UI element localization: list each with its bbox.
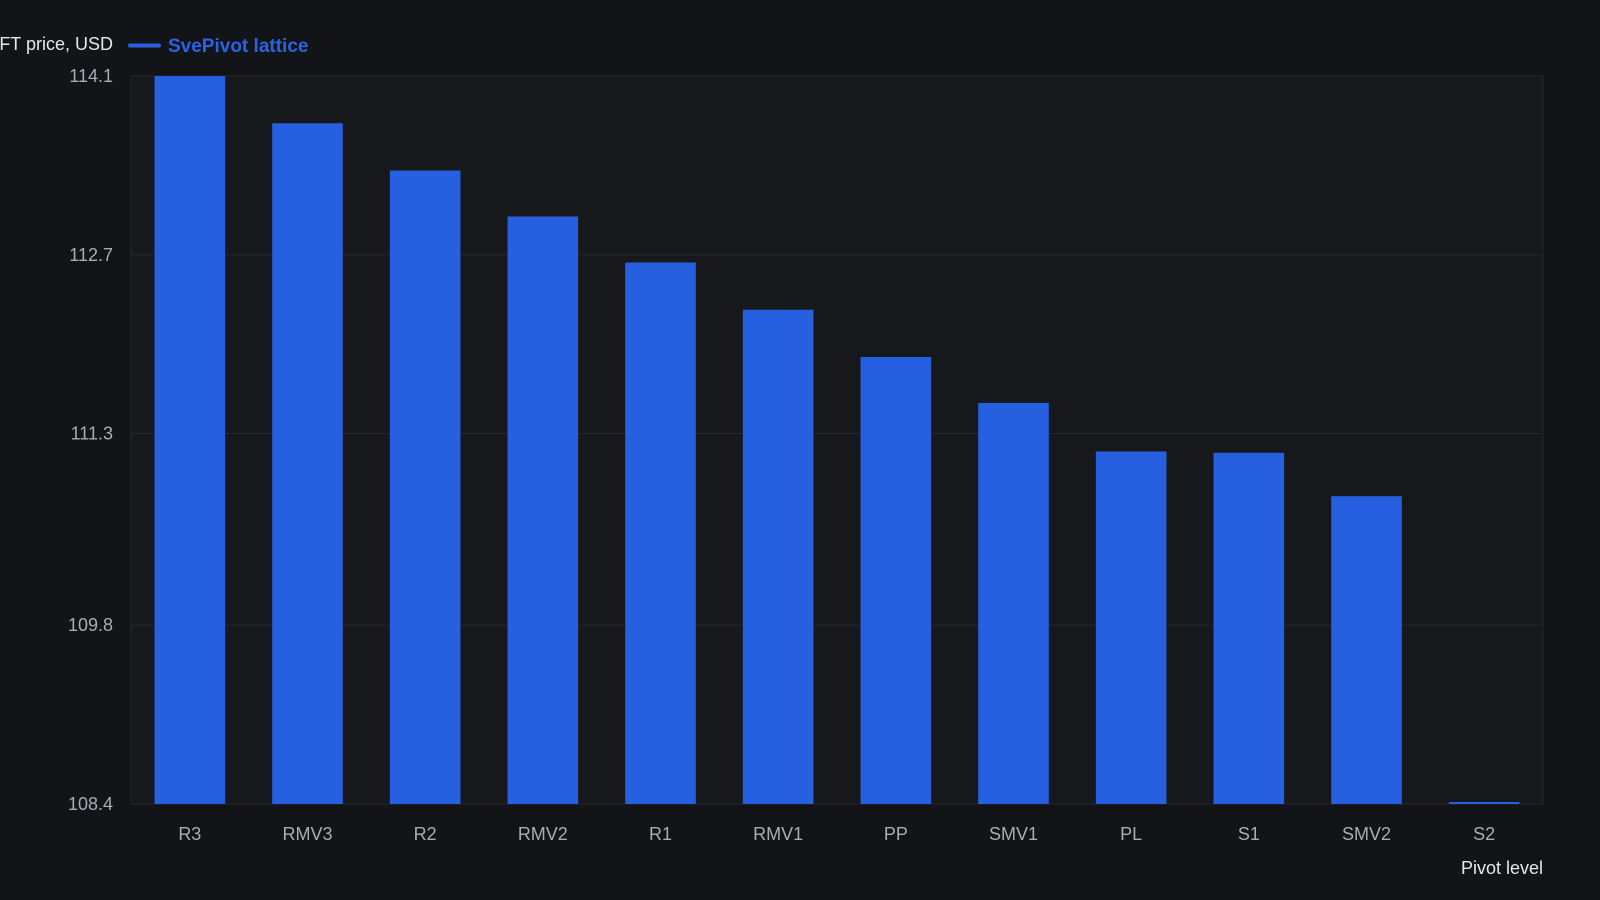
x-tick-label: R2 [414,824,437,844]
y-tick-label: 112.7 [69,245,113,265]
x-tick-label: S1 [1238,824,1260,844]
y-tick-label: 108.4 [68,794,113,814]
bar-pl[interactable] [1095,451,1167,804]
x-tick-label: PP [884,824,908,844]
x-tick-label: SMV2 [1342,824,1391,844]
x-tick-label: PL [1120,824,1142,844]
bar-r2[interactable] [389,170,461,805]
bar-r3[interactable] [154,76,226,804]
bar-pp[interactable] [860,356,932,804]
x-tick-label: S2 [1473,824,1495,844]
y-axis-title: FT price, USD [0,34,113,54]
x-tick-label: RMV1 [753,824,803,844]
bar-r1[interactable] [625,262,696,804]
legend-label: SvePivot lattice [168,36,308,57]
y-tick-label: 111.3 [71,424,113,444]
x-axis-ticks: R3 RMV3 R2 RMV2 R1 RMV1 PP SMV1 PL S1 SMV2 S2 [178,824,1495,844]
x-tick-label: RMV2 [518,824,568,844]
bar-smv1[interactable] [978,402,1049,804]
x-axis-title: Pivot level [1461,858,1543,878]
x-tick-label: SMV1 [989,824,1038,844]
gridlines [131,254,1543,626]
legend: SvePivot lattice [128,36,308,57]
bar-rmv3[interactable] [272,123,343,804]
bar-rmv2[interactable] [507,216,579,805]
x-tick-label: RMV3 [282,824,332,844]
bar-rmv1[interactable] [742,309,814,804]
y-tick-label: 114.1 [69,66,113,86]
x-tick-label: R3 [178,824,201,844]
bar-s1[interactable] [1213,452,1285,804]
bars [154,76,1520,805]
bar-smv2[interactable] [1331,496,1402,804]
plot-area [130,75,1544,805]
bar-s2[interactable] [1448,802,1520,804]
y-tick-label: 109.8 [68,615,113,635]
y-axis-ticks: 108.4 109.8 111.3 112.7 114.1 [68,66,113,814]
x-tick-label: R1 [649,824,672,844]
